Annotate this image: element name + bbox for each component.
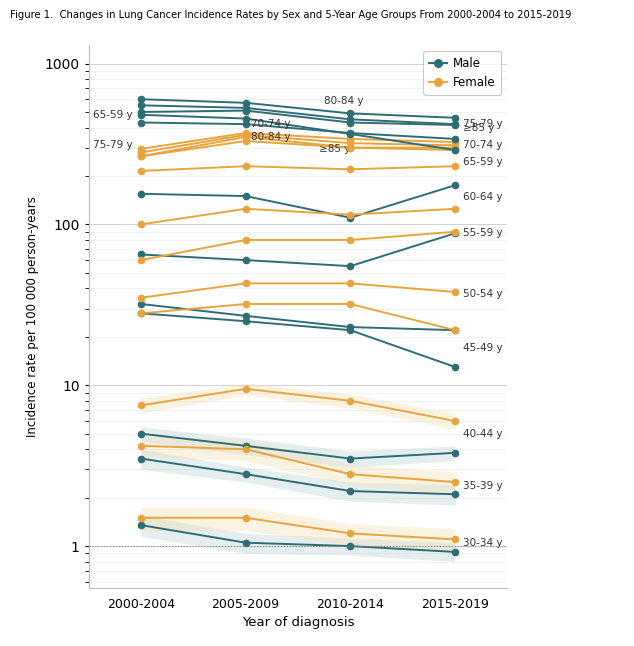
Y-axis label: Incidence rate per 100 000 person-years: Incidence rate per 100 000 person-years xyxy=(26,196,39,437)
Text: 50-54 y: 50-54 y xyxy=(463,289,503,299)
Text: 40-44 y: 40-44 y xyxy=(463,429,503,439)
Text: 55-59 y: 55-59 y xyxy=(463,227,503,238)
Text: 60-64 y: 60-64 y xyxy=(463,192,503,202)
Text: 65-59 y: 65-59 y xyxy=(463,157,503,167)
Text: ≥85 y: ≥85 y xyxy=(463,123,495,132)
Text: 75-79 y: 75-79 y xyxy=(93,140,133,151)
Text: 75-79 y: 75-79 y xyxy=(463,119,503,129)
Text: 70-74 y: 70-74 y xyxy=(251,119,290,129)
Text: 80-84 y: 80-84 y xyxy=(251,132,290,142)
Text: 45-49 y: 45-49 y xyxy=(463,343,503,353)
Legend: Male, Female: Male, Female xyxy=(424,51,501,95)
X-axis label: Year of diagnosis: Year of diagnosis xyxy=(242,616,354,629)
Text: 70-74 y: 70-74 y xyxy=(463,140,503,151)
Text: 80-84 y: 80-84 y xyxy=(324,96,364,114)
Text: Figure 1.  Changes in Lung Cancer Incidence Rates by Sex and 5-Year Age Groups F: Figure 1. Changes in Lung Cancer Inciden… xyxy=(10,10,571,19)
Text: ≥85 y: ≥85 y xyxy=(319,144,350,154)
Text: 65-59 y: 65-59 y xyxy=(93,110,133,120)
Text: 35-39 y: 35-39 y xyxy=(463,481,503,492)
Text: 30-34 y: 30-34 y xyxy=(463,537,503,548)
